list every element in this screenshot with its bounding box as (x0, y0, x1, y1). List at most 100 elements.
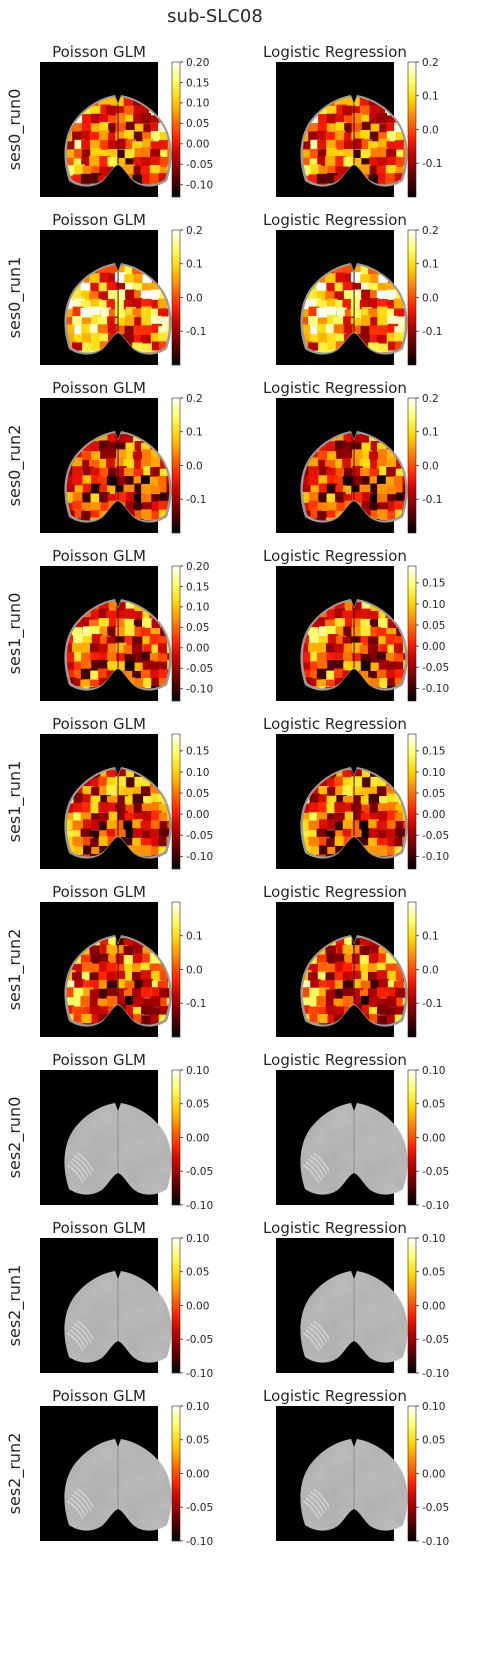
parcel (150, 1014, 162, 1025)
parcel (89, 460, 100, 471)
parcel (107, 494, 119, 505)
parcel (91, 819, 103, 830)
parcel (360, 164, 371, 175)
parcel (123, 989, 135, 1001)
parcel (308, 836, 319, 848)
parcel (342, 265, 353, 276)
parcel (335, 166, 346, 177)
parcel (308, 466, 319, 477)
parcel (99, 114, 110, 126)
parcel (352, 325, 363, 336)
parcel (370, 662, 382, 674)
parcel (66, 484, 76, 496)
colorbar-tick-label: 0.00 (422, 641, 445, 653)
parcel (74, 651, 85, 663)
parcel (91, 172, 102, 184)
parcel (140, 290, 152, 301)
colorbar (172, 1238, 180, 1373)
colorbar-tick-label: 0.10 (186, 1065, 209, 1077)
parcel (367, 972, 379, 983)
parcel (350, 317, 362, 329)
parcel (309, 830, 320, 841)
parcel (72, 820, 84, 832)
parcel (89, 853, 101, 857)
parcel (157, 332, 169, 343)
parcel (344, 273, 356, 284)
parcel (326, 501, 338, 513)
parcel (394, 500, 405, 512)
parcel (395, 1006, 406, 1017)
parcel (158, 274, 170, 286)
parcel (336, 944, 347, 955)
parcel (336, 626, 347, 637)
parcel (149, 652, 161, 664)
panel-ses2_run1-poisson: Poisson GLM ses2_run1 0.10 0.05 0.00 -0.05 -0.… (5, 1219, 213, 1380)
parcel (395, 970, 406, 982)
parcel (387, 970, 398, 982)
parcel (376, 459, 388, 470)
anatomy-stripe (310, 1155, 328, 1175)
parcel (316, 828, 328, 840)
colorbar-tick-label: -0.10 (186, 851, 213, 863)
anatomy-stripe (312, 1152, 330, 1172)
parcel (124, 660, 136, 672)
parcel (368, 828, 380, 839)
parcel (393, 442, 405, 453)
parcel (123, 837, 135, 849)
parcel (351, 769, 363, 779)
parcel (352, 610, 363, 621)
parcel (143, 520, 154, 521)
parcel (158, 326, 169, 337)
parcel (387, 511, 399, 521)
parcel (125, 804, 136, 816)
parcel (158, 653, 169, 665)
parcel (151, 323, 163, 335)
colorbar (408, 398, 416, 533)
parcel (82, 342, 93, 353)
parcel (82, 440, 94, 452)
colorbar-tick-label: -0.10 (186, 1368, 213, 1380)
parcel (89, 945, 100, 956)
parcel (310, 846, 321, 857)
parcel (378, 610, 389, 622)
parcel (316, 854, 328, 857)
parcel (106, 980, 118, 992)
parcel (361, 828, 373, 839)
colorbar-tick-label: -0.05 (422, 1166, 449, 1178)
parcel (352, 964, 363, 975)
parcel (368, 837, 379, 849)
parcel (90, 123, 102, 134)
parcel (360, 963, 371, 975)
parcel (396, 485, 406, 496)
parcel (316, 812, 328, 823)
parcel (396, 609, 406, 621)
parcel (318, 483, 330, 495)
colorbar (172, 62, 180, 197)
parcel (361, 1004, 373, 1016)
parcel (140, 334, 152, 346)
parcel (124, 787, 135, 798)
parcel (125, 828, 137, 839)
parcel (369, 846, 381, 857)
parcel (310, 148, 321, 160)
parcel (90, 139, 101, 151)
parcel (97, 316, 109, 328)
parcel (302, 341, 312, 352)
parcel (107, 626, 118, 637)
parcel (158, 1023, 170, 1025)
parcel (159, 987, 170, 999)
anatomy-stripe (310, 1491, 328, 1511)
parcel (326, 105, 337, 117)
parcel (159, 341, 170, 352)
parcel (117, 945, 128, 956)
parcel (336, 635, 347, 647)
parcel (362, 777, 373, 788)
parcel (316, 300, 328, 311)
parcel (98, 980, 110, 991)
parcel (327, 298, 338, 310)
parcel (134, 148, 146, 159)
parcel (360, 660, 372, 672)
parcel (379, 678, 390, 689)
parcel (368, 953, 380, 964)
parcel (158, 804, 170, 815)
